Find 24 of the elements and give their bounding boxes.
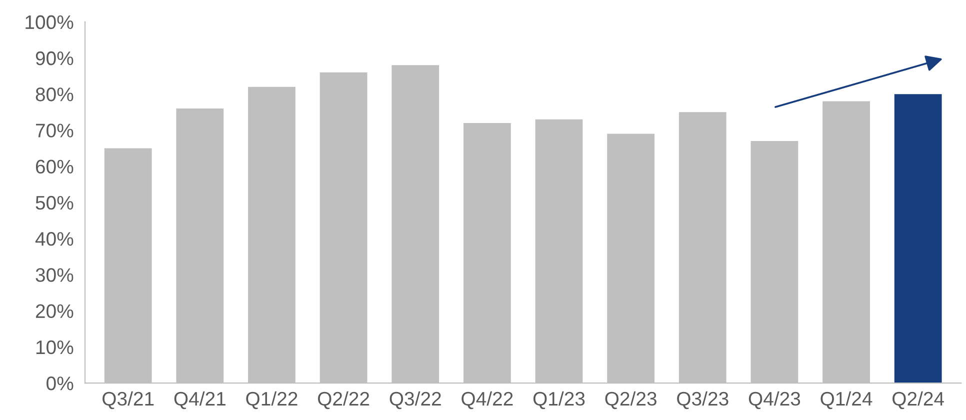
x-tick-label: Q4/22 (462, 391, 513, 410)
x-tick-label: Q1/22 (246, 391, 298, 410)
y-tick-label: 0% (46, 376, 74, 390)
y-tick-label: 50% (36, 196, 74, 210)
y-tick-label: 70% (36, 124, 74, 138)
y-tick-label: 40% (35, 232, 74, 246)
y-tick-label: 10% (36, 340, 74, 354)
x-tick-label: Q3/23 (677, 391, 728, 410)
x-tick-label: Q1/23 (533, 391, 585, 410)
y-tick-label: 30% (36, 268, 74, 282)
x-tick-label: Q1/24 (820, 391, 872, 410)
x-tick-label: Q4/21 (174, 391, 226, 410)
y-tick-label: 20% (36, 304, 74, 318)
x-tick-label: Q2/22 (318, 391, 370, 410)
bar (894, 94, 942, 384)
y-tick-label: 80% (36, 88, 74, 102)
x-tick-label: Q3/21 (102, 391, 154, 410)
y-tick-label: 60% (36, 160, 74, 174)
y-tick-label: 100% (26, 15, 74, 30)
y-tick-label: 90% (36, 51, 74, 66)
x-tick-label: Q4/23 (748, 391, 800, 410)
x-tick-label: Q2/23 (605, 391, 656, 410)
x-tick-label: Q2/24 (892, 391, 944, 410)
x-tick-label: Q3/22 (390, 391, 441, 410)
